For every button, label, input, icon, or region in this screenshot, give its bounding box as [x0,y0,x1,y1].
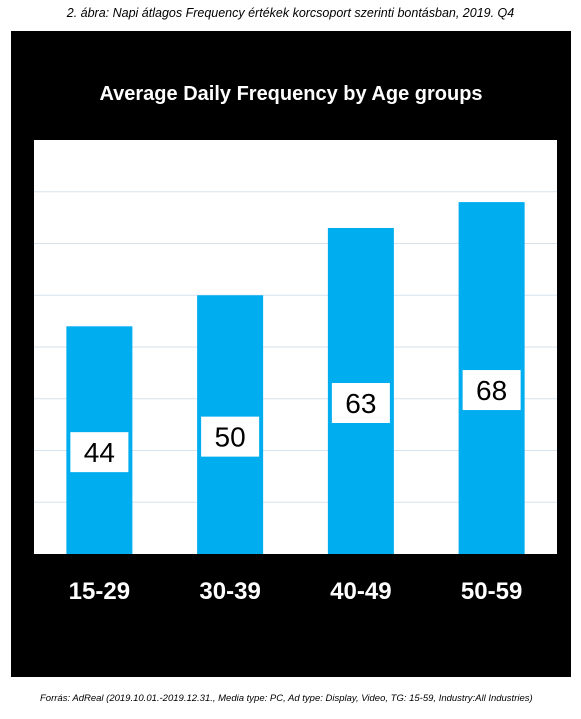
data-label-box [331,382,390,423]
chart-title: Average Daily Frequency by Age groups [99,83,483,105]
source-note: Forrás: AdReal (2019.10.01.-2019.12.31.,… [40,693,533,704]
data-label-box [201,416,260,457]
data-label: 50 [215,422,246,453]
chart-panel: Average Daily Frequency by Age groups 44… [11,31,571,677]
data-label: 68 [476,375,507,406]
data-label-box [70,432,129,473]
bar-chart: 44 50 63 68 15-29 30-39 40-49 50-59 [34,140,557,605]
x-axis-ticks: 15-29 30-39 40-49 50-59 [69,578,523,605]
figure-caption: 2. ábra: Napi átlagos Frequency értékek … [66,6,515,20]
x-tick-label: 30-39 [199,578,260,605]
data-label: 63 [345,388,376,419]
x-tick-label: 40-49 [330,578,391,605]
x-tick-label: 15-29 [69,578,130,605]
data-labels: 44 50 63 68 [70,370,521,473]
data-label: 44 [84,437,115,468]
x-tick-label: 50-59 [461,578,522,605]
data-label-box [462,370,521,411]
